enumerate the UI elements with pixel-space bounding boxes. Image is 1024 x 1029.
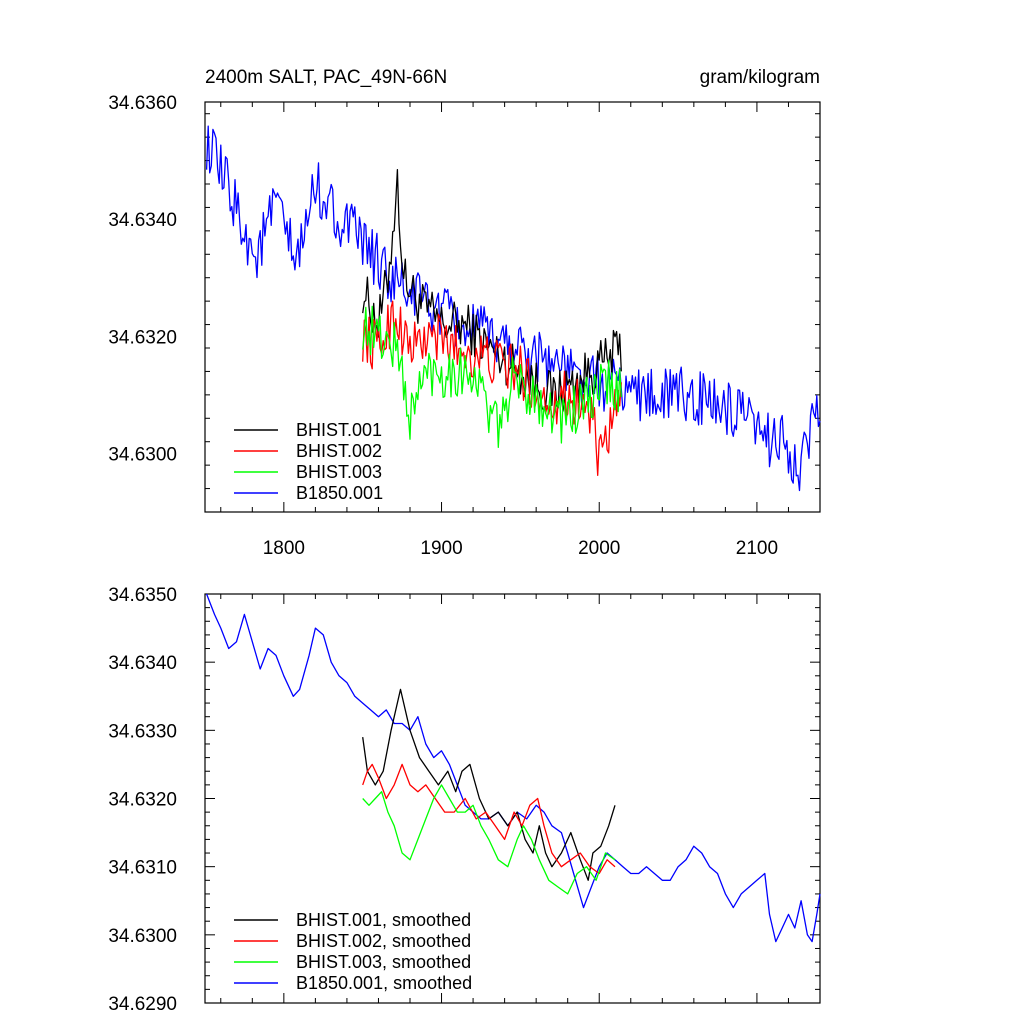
y-tick-label: 34.6340 [108,653,177,674]
y-tick-label: 34.6310 [108,858,177,879]
x-tick-label: 1900 [420,538,462,559]
series-line-bhist-002 [362,763,616,875]
chart-units: gram/kilogram [700,67,820,88]
plot-frame [204,101,821,513]
series-line-bhist-003 [362,305,622,448]
x-tick-label: 2100 [736,538,778,559]
y-tick-label: 34.6350 [108,585,177,606]
bottom-panel: 34.6290 34.6300 34.6310 34.6320 34.6330 34.63… [108,585,821,1015]
y-tick-label: 34.6320 [108,327,177,348]
legend-label: B1850.001 [296,483,383,503]
series-line-b1850-001 [205,593,821,943]
legend-label: BHIST.001 [296,420,382,440]
series-line-bhist-001 [362,688,616,881]
x-tick-label: 2000 [578,538,620,559]
chart-title: 2400m SALT, PAC_49N-66N [205,67,447,88]
series-line-bhist-002 [362,300,622,477]
y-tick-label: 34.6300 [108,444,177,465]
y-tick-label: 34.6360 [108,93,177,114]
y-tick-label: 34.6320 [108,790,177,811]
y-tick-label: 34.6300 [108,926,177,947]
series-line-bhist-001 [362,168,622,412]
series-line-bhist-003 [362,784,616,895]
x-tick-label: 1800 [263,538,305,559]
y-tick-label: 34.6290 [108,994,177,1015]
legend-label: BHIST.002 [296,441,382,461]
legend-label: BHIST.003 [296,462,382,482]
legend-label: BHIST.002, smoothed [296,931,471,951]
y-tick-label: 34.6340 [108,210,177,231]
y-tick-label: 34.6330 [108,721,177,742]
legend-label: BHIST.001, smoothed [296,910,471,930]
top-panel: 1800 1900 2000 2100 34.6300 34.6320 34.6340 34.… [108,93,821,559]
legend-label: B1850.001, smoothed [296,973,472,993]
legend-label: BHIST.003, smoothed [296,952,471,972]
